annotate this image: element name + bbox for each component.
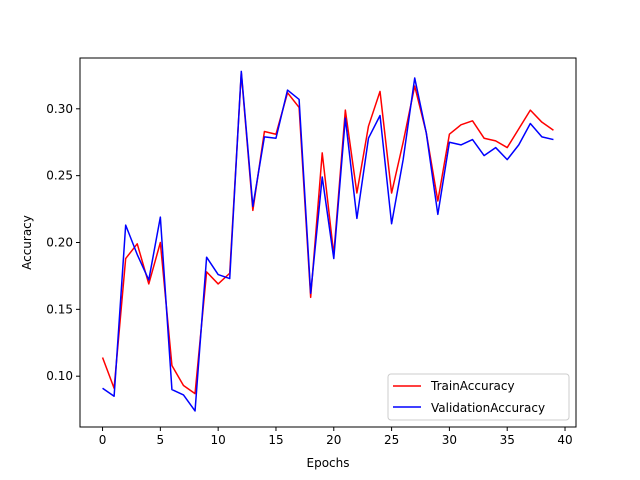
x-tick-label: 20 xyxy=(326,433,341,447)
series-layer xyxy=(101,70,554,412)
legend: TrainAccuracy ValidationAccuracy xyxy=(387,373,570,421)
legend-label-validation: ValidationAccuracy xyxy=(431,401,545,415)
y-tick-label: 0.20 xyxy=(46,236,73,250)
series-line-train xyxy=(101,71,554,395)
x-tick-label: 15 xyxy=(268,433,283,447)
x-tick-label: 5 xyxy=(157,433,165,447)
x-axis-ticks: 0 5 10 15 20 25 30 35 40 xyxy=(99,427,573,447)
x-tick-label: 35 xyxy=(500,433,515,447)
y-axis-ticks: 0.10 0.15 0.20 0.25 0.30 xyxy=(46,102,80,383)
y-tick-label: 0.15 xyxy=(46,302,73,316)
y-axis-label: Accuracy xyxy=(20,215,34,270)
legend-label-train: TrainAccuracy xyxy=(430,379,515,393)
x-tick-label: 25 xyxy=(384,433,399,447)
series-line-validation xyxy=(102,70,554,412)
plot-area xyxy=(80,58,576,427)
x-tick-label: 40 xyxy=(557,433,572,447)
y-tick-label: 0.10 xyxy=(46,369,73,383)
x-tick-label: 10 xyxy=(211,433,226,447)
y-tick-label: 0.30 xyxy=(46,102,73,116)
x-axis-label: Epochs xyxy=(307,456,350,470)
y-tick-label: 0.25 xyxy=(46,169,73,183)
x-tick-label: 0 xyxy=(99,433,107,447)
legend-box xyxy=(387,373,570,421)
x-tick-label: 30 xyxy=(442,433,457,447)
